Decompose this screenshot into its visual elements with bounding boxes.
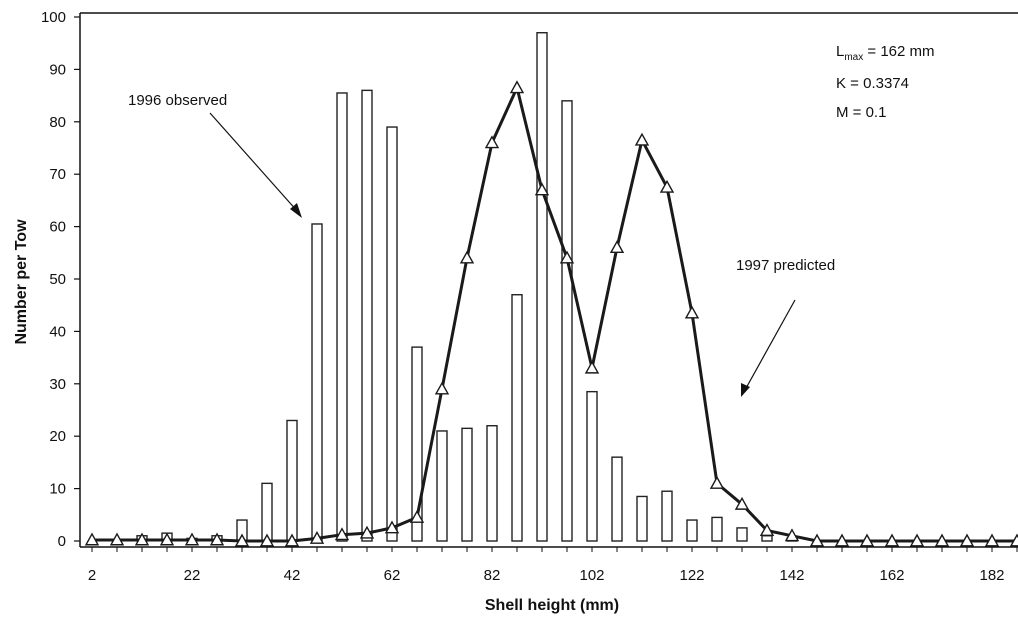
point-1997-predicted: [484, 135, 500, 149]
bar-1996-observed: [286, 419, 298, 542]
point-1997-predicted: [259, 533, 275, 547]
point-1997-predicted: [909, 533, 925, 547]
param-k: K = 0.3374: [836, 75, 909, 92]
bar-1996-observed: [336, 92, 348, 542]
point-1997-predicted: [859, 533, 875, 547]
x-tick-label: 122: [679, 567, 704, 584]
point-1997-predicted: [159, 532, 175, 546]
x-tick-label: 102: [579, 567, 604, 584]
point-1997-predicted: [759, 523, 775, 537]
point-1997-predicted: [709, 475, 725, 489]
x-tick-label: 142: [779, 567, 804, 584]
y-tick-label: 80: [49, 114, 66, 131]
y-tick-label: 30: [49, 376, 66, 393]
point-1997-predicted: [534, 182, 550, 196]
arrowhead-1996-observed: [290, 203, 302, 218]
point-1997-predicted: [809, 533, 825, 547]
point-1997-predicted: [84, 532, 100, 546]
plot-area: [79, 12, 1018, 548]
y-tick-label: 50: [49, 271, 66, 288]
point-1997-predicted: [684, 305, 700, 319]
point-1997-predicted: [184, 532, 200, 546]
label-1997-predicted: 1997 predicted: [736, 257, 835, 274]
y-tick-label: 70: [49, 166, 66, 183]
x-axis-title: Shell height (mm): [485, 597, 619, 614]
point-1997-predicted: [634, 132, 650, 146]
x-tick-label: 42: [284, 567, 301, 584]
bar-1996-observed: [736, 527, 748, 542]
y-axis-title: Number per Tow: [13, 219, 30, 345]
point-1997-predicted: [359, 525, 375, 539]
point-1997-predicted: [284, 533, 300, 547]
point-1997-predicted: [984, 533, 1000, 547]
y-tick-label: 10: [49, 481, 66, 498]
param-lmax: Lmax = 162 mm: [836, 43, 935, 63]
bar-1996-observed: [311, 223, 323, 542]
y-tick-label: 90: [49, 61, 66, 78]
point-1997-predicted: [734, 496, 750, 510]
point-1997-predicted: [509, 80, 525, 94]
bar-series-1996-observed: [136, 32, 798, 542]
point-1997-predicted: [209, 532, 225, 546]
point-1997-predicted: [584, 360, 600, 374]
point-1997-predicted: [109, 532, 125, 546]
bar-1996-observed: [386, 126, 398, 542]
line-series-1997-predicted: [84, 80, 1018, 547]
x-tick-label: 22: [184, 567, 201, 584]
y-tick-label: 0: [58, 533, 66, 550]
bar-1996-observed: [561, 100, 573, 542]
x-tick-label: 82: [484, 567, 501, 584]
x-tick-label: 2: [88, 567, 96, 584]
y-tick-label: 100: [41, 9, 66, 26]
label-1996-observed: 1996 observed: [128, 92, 227, 109]
line-1997-predicted: [92, 86, 1017, 543]
point-1997-predicted: [309, 530, 325, 544]
point-1997-predicted: [959, 533, 975, 547]
bar-1996-observed: [586, 390, 598, 542]
arrowhead-1997-predicted: [741, 383, 750, 397]
point-1997-predicted: [559, 250, 575, 264]
point-1997-predicted: [234, 533, 250, 547]
point-1997-predicted: [609, 240, 625, 254]
x-axis-ticks: 2 22 42 62 82 102 122 142 162 182: [88, 547, 1018, 584]
point-1997-predicted: [834, 533, 850, 547]
point-1997-predicted: [659, 179, 675, 193]
x-tick-label: 182: [979, 567, 1004, 584]
param-m: M = 0.1: [836, 104, 886, 121]
bar-1996-observed: [711, 516, 723, 542]
bar-1996-observed: [686, 519, 698, 542]
bar-1996-observed: [361, 89, 373, 542]
point-1997-predicted: [884, 533, 900, 547]
bar-1996-observed: [261, 482, 273, 542]
point-1997-predicted: [784, 528, 800, 542]
y-tick-label: 40: [49, 323, 66, 340]
x-tick-label: 62: [384, 567, 401, 584]
y-axis-ticks: 0 10 20 30 40 50 60 70 80 90 100: [41, 9, 80, 550]
x-tick-label: 162: [879, 567, 904, 584]
bar-1996-observed: [511, 294, 523, 542]
point-1997-predicted: [434, 381, 450, 395]
arrow-1996-observed: [209, 112, 299, 213]
point-1997-predicted: [1009, 533, 1018, 547]
point-1997-predicted: [384, 520, 400, 534]
bar-1996-observed: [436, 430, 448, 542]
arrow-1997-predicted: [744, 299, 796, 391]
bar-1996-observed: [411, 346, 423, 542]
point-1997-predicted: [934, 533, 950, 547]
y-tick-label: 20: [49, 428, 66, 445]
bar-1996-observed: [761, 535, 773, 542]
bar-1996-observed: [461, 427, 473, 542]
y-tick-label: 60: [49, 219, 66, 236]
point-1997-predicted: [134, 532, 150, 546]
bar-1996-observed: [611, 456, 623, 542]
bar-1996-observed: [536, 32, 548, 542]
point-1997-predicted: [459, 250, 475, 264]
bar-1996-observed: [486, 425, 498, 542]
point-1997-predicted: [334, 527, 350, 541]
point-1997-predicted: [409, 509, 425, 523]
bar-1996-observed: [636, 495, 648, 542]
bar-1996-observed: [661, 490, 673, 542]
